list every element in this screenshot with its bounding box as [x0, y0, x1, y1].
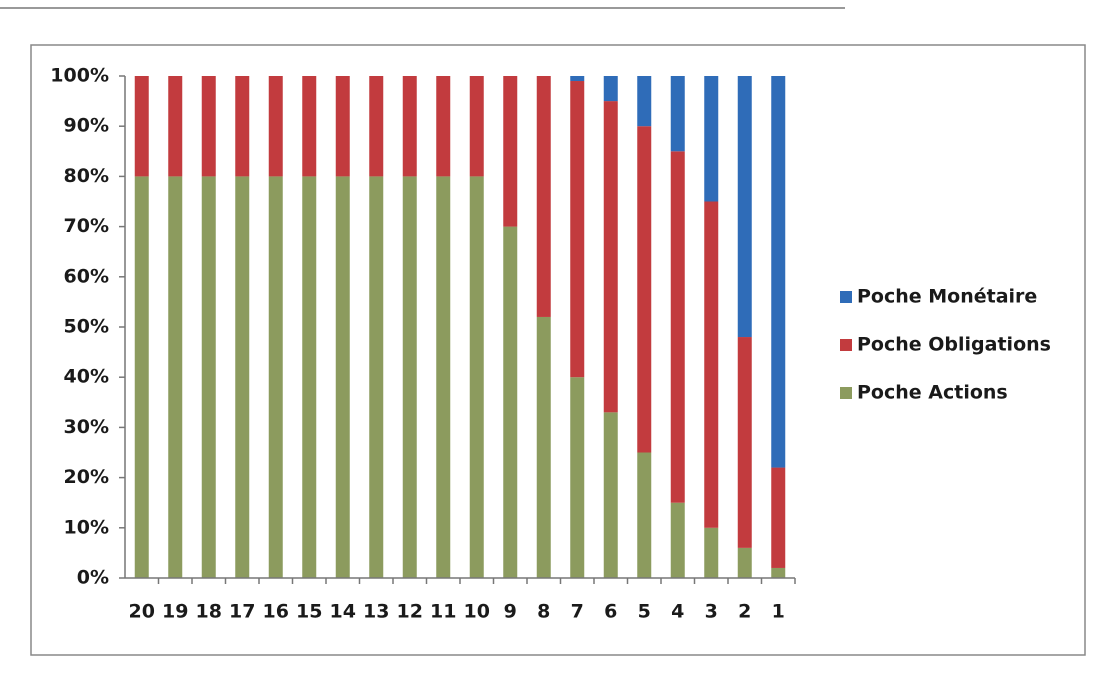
bar-segment — [235, 176, 250, 578]
legend-label: Poche Monétaire — [857, 286, 1037, 308]
bar-segment — [302, 76, 317, 177]
bar-segment — [737, 337, 752, 548]
x-tick-label: 13 — [363, 601, 389, 623]
chart-frame — [30, 44, 1086, 656]
x-tick-label: 17 — [229, 601, 255, 623]
x-tick-label: 4 — [671, 601, 684, 623]
bar-segment — [771, 76, 786, 468]
x-tick-label: 12 — [397, 601, 423, 623]
bar-segment — [536, 76, 551, 317]
x-tick-label: 11 — [430, 601, 456, 623]
bar-segment — [134, 176, 149, 578]
bar-segment — [335, 176, 350, 578]
bar-segment — [168, 176, 183, 578]
y-tick-label: 80% — [64, 165, 109, 187]
bar-segment — [704, 76, 719, 202]
bar-segment — [235, 76, 250, 177]
legend-swatch — [840, 387, 852, 399]
legend-label: Poche Obligations — [857, 334, 1051, 356]
bar-segment — [771, 567, 786, 578]
bar-segment — [402, 76, 417, 177]
bar-segment — [168, 76, 183, 177]
bar-segment — [201, 176, 216, 578]
bar-segment — [570, 377, 585, 578]
x-tick-label: 8 — [537, 601, 550, 623]
x-tick-label: 10 — [464, 601, 490, 623]
bar-segment — [402, 176, 417, 578]
x-tick-label: 7 — [571, 601, 584, 623]
bar-segment — [570, 76, 585, 82]
bar-segment — [268, 176, 283, 578]
bar-segment — [603, 76, 618, 102]
y-tick-label: 10% — [64, 516, 109, 538]
bar-segment — [603, 412, 618, 578]
x-tick-label: 20 — [129, 601, 155, 623]
bar-segment — [369, 176, 384, 578]
x-tick-label: 6 — [604, 601, 617, 623]
x-tick-label: 5 — [638, 601, 651, 623]
bar-segment — [637, 452, 652, 578]
x-tick-label: 15 — [296, 601, 322, 623]
bar-segment — [536, 316, 551, 578]
x-tick-label: 16 — [263, 601, 289, 623]
x-tick-label: 2 — [738, 601, 751, 623]
bar-segment — [134, 76, 149, 177]
bar-segment — [302, 176, 317, 578]
bar-segment — [201, 76, 216, 177]
legend-swatch — [840, 291, 852, 303]
bar-segment — [503, 76, 518, 227]
x-tick-label: 3 — [705, 601, 718, 623]
bar-segment — [436, 76, 451, 177]
bar-segment — [670, 502, 685, 578]
bar-segment — [603, 101, 618, 413]
y-tick-label: 20% — [64, 466, 109, 488]
bar-segment — [771, 467, 786, 568]
x-tick-label: 14 — [330, 601, 356, 623]
y-tick-label: 100% — [50, 65, 109, 87]
y-tick-label: 90% — [64, 115, 109, 137]
bar-segment — [670, 151, 685, 503]
bar-segment — [737, 76, 752, 338]
bar-segment — [436, 176, 451, 578]
bar-segment — [637, 126, 652, 453]
y-tick-label: 30% — [64, 416, 109, 438]
bar-segment — [670, 76, 685, 152]
y-tick-label: 50% — [64, 316, 109, 338]
bar-segment — [335, 76, 350, 177]
x-tick-label: 1 — [772, 601, 785, 623]
bar-segment — [704, 527, 719, 578]
legend-label: Poche Actions — [857, 382, 1008, 404]
bar-segment — [637, 76, 652, 127]
bar-segment — [268, 76, 283, 177]
x-tick-label: 9 — [504, 601, 517, 623]
bar-segment — [570, 81, 585, 378]
y-tick-label: 40% — [64, 366, 109, 388]
legend-swatch — [840, 339, 852, 351]
bar-segment — [369, 76, 384, 177]
y-tick-label: 0% — [77, 567, 109, 589]
x-tick-label: 18 — [196, 601, 222, 623]
y-tick-label: 70% — [64, 215, 109, 237]
bar-segment — [737, 547, 752, 578]
bar-segment — [503, 226, 518, 578]
bar-segment — [704, 201, 719, 528]
x-tick-label: 19 — [162, 601, 188, 623]
y-tick-label: 60% — [64, 265, 109, 287]
bar-segment — [469, 176, 484, 578]
bar-segment — [469, 76, 484, 177]
